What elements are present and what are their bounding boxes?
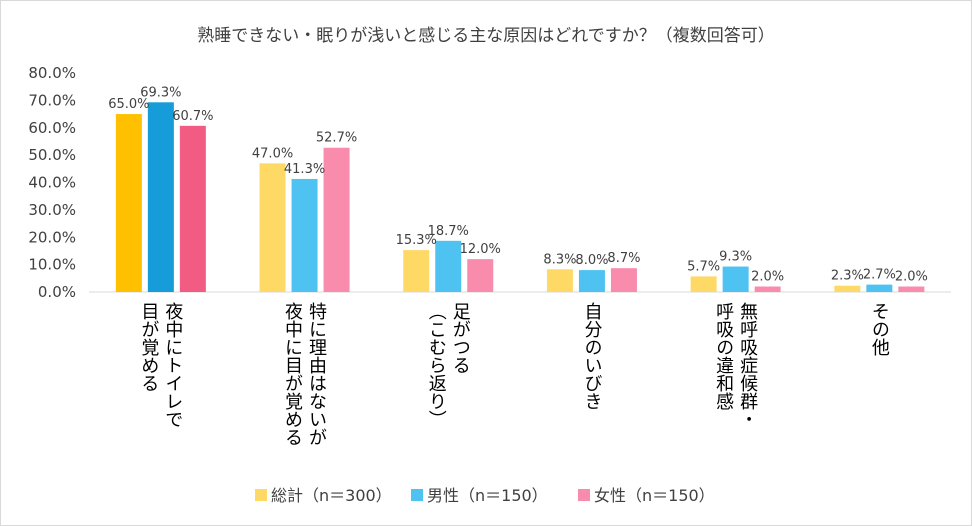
data-label: 60.7% [172, 109, 213, 124]
category-label: 夜中に目が覚める [282, 302, 303, 446]
y-tick-label: 80.0% [28, 64, 76, 82]
category-label: 自分のいびき [581, 302, 602, 410]
legend-swatch [411, 489, 423, 501]
chart-title: 熟睡できない・眠りが浅いと感じる主な原因はどれですか？（複数回答可） [197, 25, 775, 46]
y-tick-label: 40.0% [28, 174, 76, 192]
bar [754, 286, 781, 292]
data-label: 47.0% [252, 146, 293, 161]
legend-label: 女性（n＝150） [594, 486, 715, 505]
data-label: 8.7% [607, 251, 640, 266]
data-label: 65.0% [108, 97, 149, 112]
bar [690, 276, 717, 292]
bar [403, 250, 430, 292]
data-label: 5.7% [687, 259, 720, 274]
category-label: 呼吸の違和感 [713, 302, 734, 410]
data-label: 2.7% [863, 268, 896, 283]
data-label: 15.3% [396, 233, 437, 248]
data-label: 41.3% [284, 162, 325, 177]
y-tick-label: 30.0% [28, 201, 76, 219]
y-tick-label: 10.0% [28, 256, 76, 274]
legend-swatch [255, 489, 267, 501]
data-label: 52.7% [316, 131, 357, 146]
category-label: 足がつる [450, 302, 471, 374]
bar [259, 163, 286, 292]
data-label-group: 65.0%69.3% 60.7% 47.0%41.3% 52.7% 15.3%18.7%… [108, 85, 928, 284]
category-label: 夜中にトイレで [162, 302, 183, 428]
bar [435, 240, 462, 292]
bar [291, 178, 318, 292]
bar [546, 269, 573, 292]
bar [115, 114, 142, 292]
legend: 総計（n＝300） 男性（n＝150） 女性（n＝150） [255, 486, 715, 505]
bar [610, 268, 637, 292]
y-axis: 0.0% 10.0% 20.0% 30.0% 40.0% 50.0% 60.0% 70.0% 8… [28, 64, 76, 301]
bar [147, 102, 174, 292]
bar [834, 285, 861, 292]
data-label: 8.3% [543, 252, 576, 267]
y-tick-label: 20.0% [28, 228, 76, 246]
data-label: 2.0% [751, 270, 784, 285]
y-tick-label: 0.0% [38, 283, 76, 301]
legend-label: 男性（n＝150） [427, 486, 548, 505]
data-label: 69.3% [140, 85, 181, 100]
y-tick-label: 60.0% [28, 119, 76, 137]
category-label: 特に理由はないが [306, 302, 327, 446]
category-label: 目が覚める [138, 302, 159, 392]
bar [578, 270, 605, 292]
bar [467, 259, 494, 292]
data-label: 8.0% [575, 253, 608, 268]
bar [898, 286, 925, 292]
category-label: 無呼吸症候群・ [737, 302, 758, 428]
data-label: 9.3% [719, 250, 752, 265]
category-label: （こむら返り） [426, 302, 447, 428]
data-label: 12.0% [460, 242, 501, 257]
data-label: 18.7% [428, 224, 469, 239]
y-tick-label: 50.0% [28, 146, 76, 164]
category-label: その他 [869, 302, 890, 356]
bar [722, 266, 749, 292]
data-label: 2.0% [895, 270, 928, 285]
y-tick-label: 70.0% [28, 91, 76, 109]
bar [866, 284, 893, 292]
legend-label: 総計（n＝300） [271, 486, 392, 505]
bar-group [115, 102, 925, 293]
bar [179, 125, 206, 293]
data-label: 2.3% [831, 269, 864, 284]
legend-swatch [578, 489, 590, 501]
bar [323, 147, 350, 292]
